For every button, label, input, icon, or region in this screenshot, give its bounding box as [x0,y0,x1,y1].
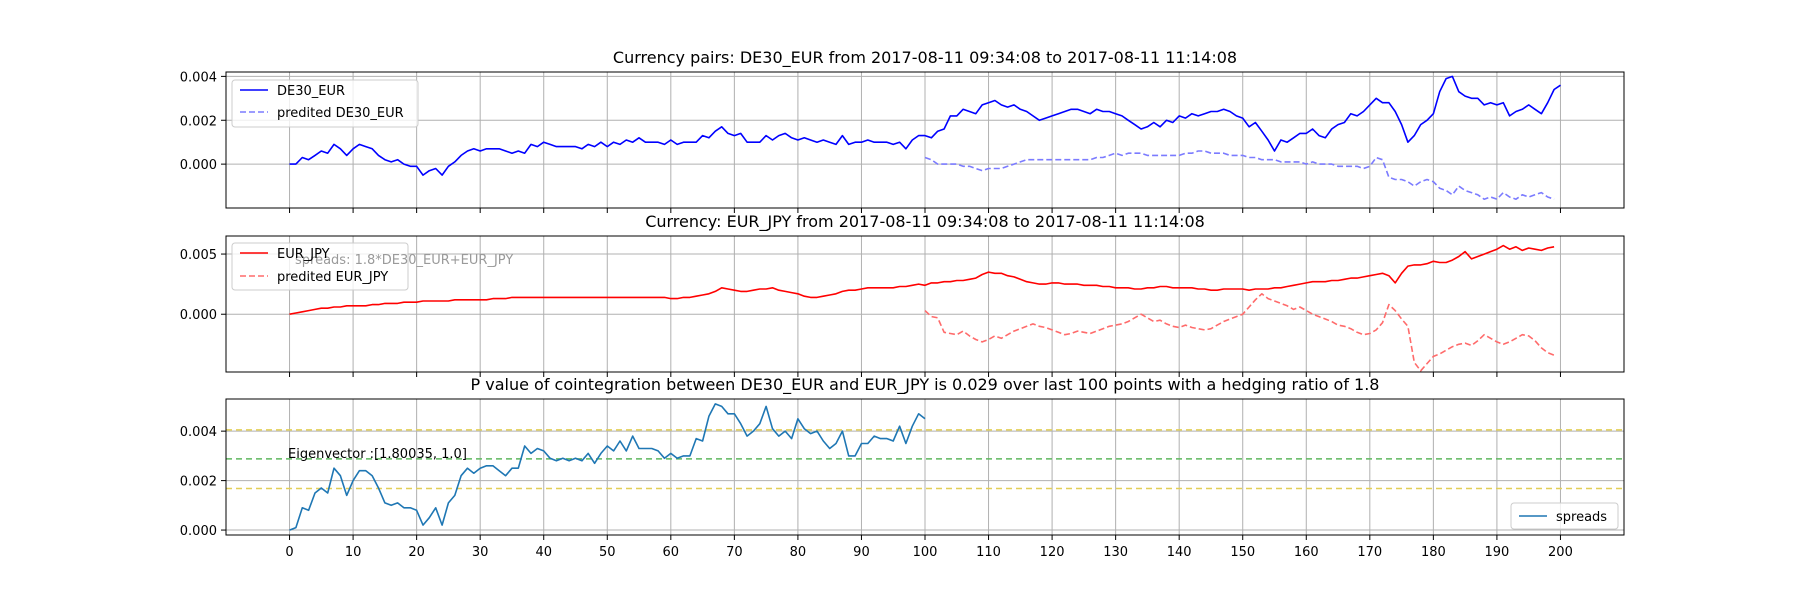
x-tick-label: 10 [345,545,362,560]
series-line-predited-de30-eur [924,150,1555,200]
x-tick-label: 200 [1548,545,1573,560]
x-tick-label: 150 [1230,545,1255,560]
chart-title: Currency: EUR_JPY from 2017-08-11 09:34:… [645,212,1205,232]
x-axis: 0 10 20 30 40 50 60 70 80 90 100 110 120 130 140 150 160… [285,535,1573,560]
eigenvector-annotation: Eigenvector :[1.80035, 1.0] [288,447,467,462]
x-tick-label: 30 [472,545,489,560]
series-line-eur-jpy [289,244,1555,315]
y-tick-label: 0.000 [180,524,217,539]
x-tick-label: 190 [1484,545,1509,560]
series-line-spreads [289,403,926,531]
legend: spreads [1510,502,1619,530]
y-tick-label: 0.004 [180,70,217,85]
y-tick-label: 0.004 [180,425,217,440]
x-tick-label: 40 [535,545,552,560]
legend-box [231,242,409,291]
legend-label-predicted-eur-jpy: predited EUR_JPY [277,270,388,285]
x-tick-label: 20 [408,545,425,560]
x-tick-label: 180 [1421,545,1446,560]
x-axis [289,208,1561,213]
plot-frame [225,71,1625,209]
panel-spreads: P value of cointegration between DE30_EU… [180,375,1625,560]
x-tick-label: 110 [976,545,1001,560]
x-tick-label: 50 [599,545,616,560]
panel-de30-eur: Currency pairs: DE30_EUR from 2017-08-11… [180,48,1625,213]
x-tick-label: 100 [913,545,938,560]
legend-box [1510,502,1619,530]
y-axis: 0.000 0.002 0.004 [180,70,226,173]
series-line-predited-eur-jpy [924,292,1555,372]
plot-frame [225,398,1625,536]
chart-title: Currency pairs: DE30_EUR from 2017-08-11… [613,48,1237,68]
x-tick-label: 70 [726,545,743,560]
x-tick-label: 160 [1294,545,1319,560]
y-tick-label: 0.000 [180,158,217,173]
series-line-de30-eur [289,75,1561,176]
y-tick-label: 0.000 [180,308,217,323]
series-layer [289,403,926,531]
y-tick-label: 0.002 [180,475,217,490]
legend-label-eur-jpy: EUR_JPY [277,247,330,262]
grid [226,236,1624,372]
x-tick-label: 80 [790,545,807,560]
legend: spreads: 1.8*DE30_EUR+EUR_JPY EUR_JPY pr… [231,242,513,291]
x-tick-label: 140 [1167,545,1192,560]
legend-box [231,79,419,128]
y-axis: 0.000 0.002 0.004 [180,425,226,539]
x-tick-label: 0 [285,545,293,560]
plot-frame [225,235,1625,373]
x-tick-label: 130 [1103,545,1128,560]
panel-eur-jpy: Currency: EUR_JPY from 2017-08-11 09:34:… [180,212,1625,377]
x-axis [289,372,1561,377]
chart-title: P value of cointegration between DE30_EU… [471,375,1380,395]
x-tick-label: 60 [663,545,680,560]
legend-label-de30-eur: DE30_EUR [277,84,345,99]
x-tick-label: 90 [853,545,870,560]
x-tick-label: 120 [1040,545,1065,560]
y-tick-label: 0.002 [180,114,217,129]
x-tick-label: 170 [1357,545,1382,560]
legend-label-spreads: spreads [1556,510,1607,525]
threshold-lines [226,429,1624,490]
y-tick-label: 0.005 [180,248,217,263]
series-layer [289,75,1561,200]
legend-label-predicted-de30-eur: predited DE30_EUR [277,106,404,121]
spreads-annotation: spreads: 1.8*DE30_EUR+EUR_JPY [295,253,513,268]
y-axis: 0.000 0.005 [180,248,226,323]
legend: DE30_EUR predited DE30_EUR [231,79,419,128]
series-layer [289,244,1555,372]
